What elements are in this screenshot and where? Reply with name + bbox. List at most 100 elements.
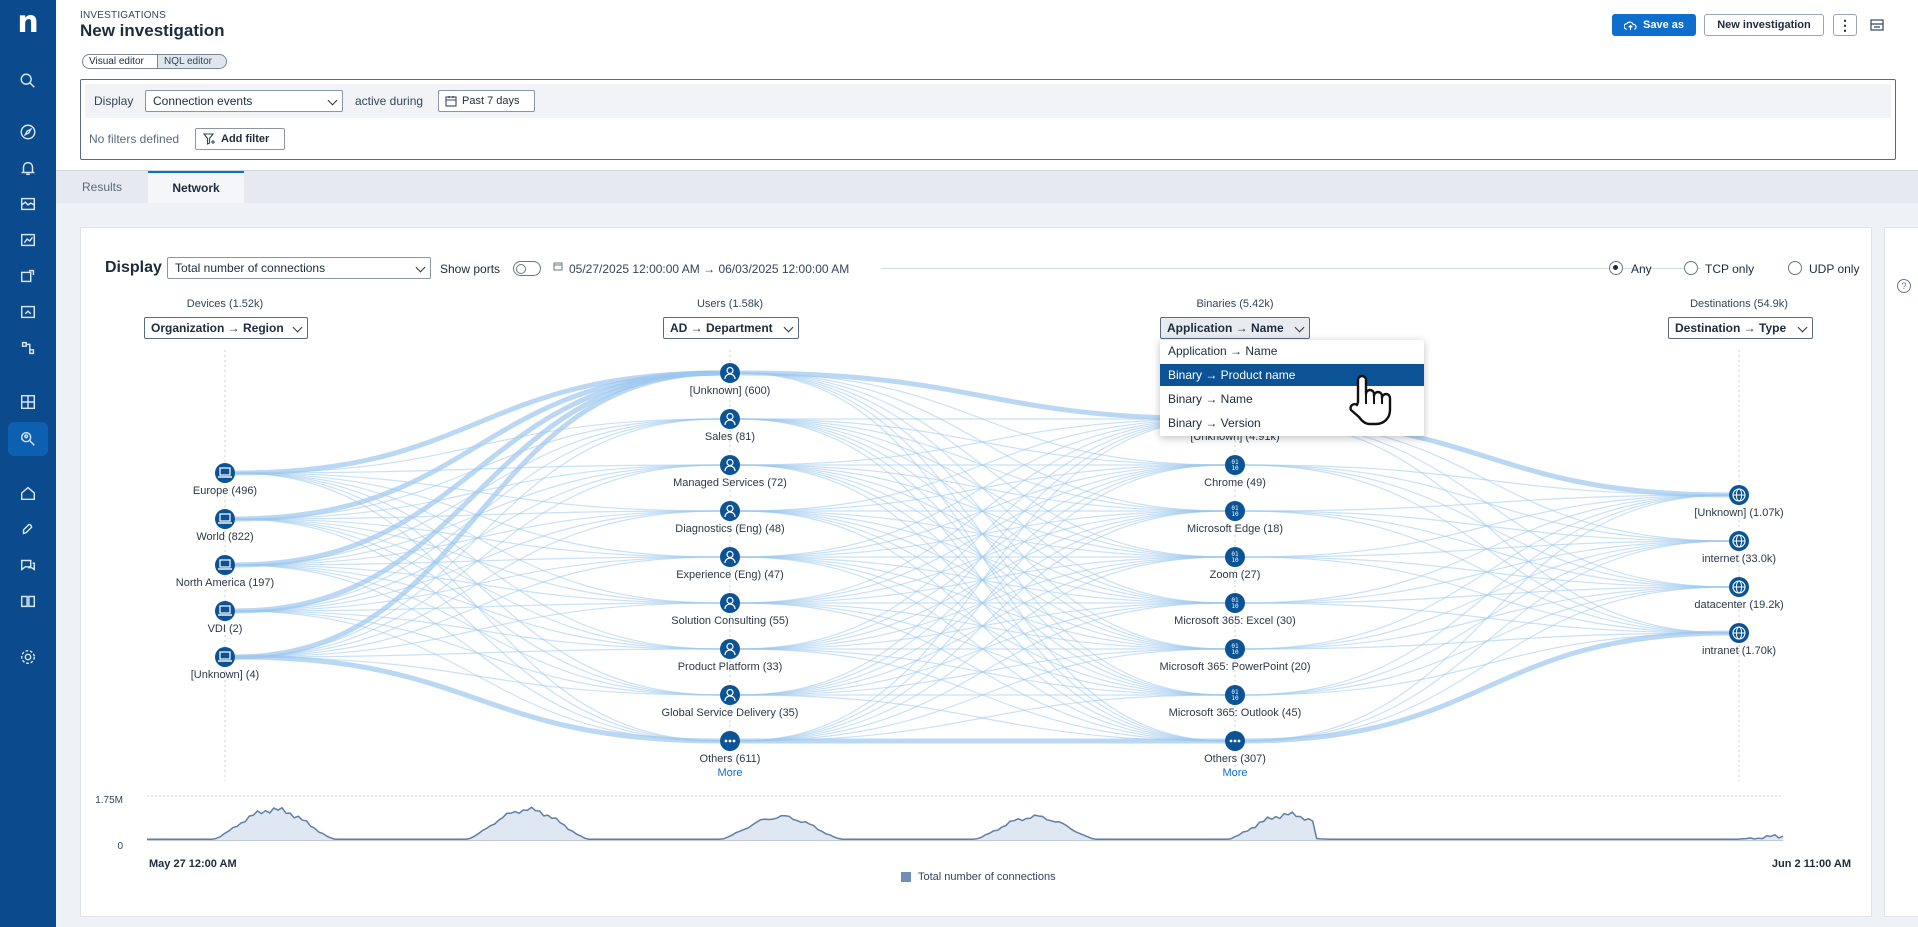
analytics-icon[interactable] [16, 228, 40, 252]
connection-flow [1244, 494, 1730, 696]
dropdown-option[interactable]: Binary → Name [1168, 392, 1253, 406]
sidebar-active-highlight [8, 422, 48, 456]
connection-flow [739, 602, 1226, 742]
user-node-icon[interactable] [720, 455, 740, 475]
home-network-icon[interactable] [16, 481, 40, 505]
book-icon[interactable] [16, 589, 40, 613]
add-filter-label: Add filter [221, 133, 270, 145]
timeline-x-start: May 27 12:00 AM [149, 858, 237, 870]
device-node-icon[interactable] [215, 601, 235, 621]
globe-node-icon[interactable] [1729, 485, 1749, 505]
breadcrumb[interactable]: INVESTIGATIONS [80, 10, 166, 21]
more-options-button[interactable]: ⋮ [1833, 14, 1857, 36]
show-ports-toggle[interactable] [513, 261, 541, 276]
users-group-value: AD → Department [670, 321, 773, 335]
event-type-select[interactable]: Connection events [145, 90, 343, 112]
timeline-y-min: 0 [117, 841, 123, 852]
svg-text:10: 10 [1231, 511, 1239, 518]
search-icon[interactable] [16, 69, 40, 93]
protocol-tcp-label: TCP only [1705, 262, 1755, 276]
devices-group-select[interactable]: Organization → Region [144, 317, 308, 339]
device-node-icon[interactable] [215, 509, 235, 529]
globe-node-icon[interactable] [1729, 623, 1749, 643]
destinations-node-label: intranet (1.70k) [1702, 645, 1776, 657]
connection-flow [739, 418, 1226, 696]
users-more-link[interactable]: More [717, 767, 743, 779]
campaigns-icon[interactable] [16, 300, 40, 324]
protocol-any-radio[interactable] [1609, 261, 1623, 275]
visual-editor-toggle[interactable]: Visual editor [82, 54, 158, 69]
page-title: New investigation [80, 21, 225, 40]
others-node-icon[interactable] [720, 731, 740, 751]
user-node-icon[interactable] [720, 363, 740, 383]
others-node-icon[interactable] [1225, 731, 1245, 751]
dropdown-option[interactable]: Binary → Version [1168, 416, 1261, 430]
time-period-button[interactable]: Past 7 days [438, 90, 535, 112]
devices-node-label: VDI (2) [207, 623, 243, 635]
new-investigation-button[interactable]: New investigation [1704, 14, 1824, 36]
binaries-node-label: Others (307) [1204, 753, 1266, 765]
destinations-group-select[interactable]: Destination → Type [1668, 317, 1813, 339]
users-node-label: Diagnostics (Eng) (48) [675, 523, 785, 535]
remote-actions-icon[interactable] [16, 264, 40, 288]
connection-flow [739, 418, 1226, 650]
tab-results[interactable]: Results [81, 180, 122, 194]
user-node-icon[interactable] [720, 593, 740, 613]
globe-node-icon[interactable] [1729, 577, 1749, 597]
dashboard-icon[interactable] [16, 192, 40, 216]
svg-text:01: 01 [1231, 689, 1239, 696]
rocket-icon[interactable] [16, 517, 40, 541]
investigations-icon[interactable] [16, 427, 40, 451]
user-node-icon[interactable] [720, 409, 740, 429]
toolbar-divider [881, 268, 1701, 269]
user-node-icon[interactable] [720, 639, 740, 659]
destinations-node-label: internet (33.0k) [1702, 553, 1776, 565]
add-filter-button[interactable]: Add filter [195, 128, 285, 150]
active-during-label: active during [355, 94, 424, 108]
workflows-icon[interactable] [16, 336, 40, 360]
settings-gear-icon[interactable] [16, 645, 40, 669]
save-as-button[interactable]: Save as [1612, 14, 1696, 36]
nql-editor-toggle[interactable]: NQL editor [157, 54, 227, 69]
user-node-icon[interactable] [720, 547, 740, 567]
binaries-node-label: Microsoft Edge (18) [1187, 523, 1283, 535]
chat-icon[interactable] [16, 553, 40, 577]
svg-text:10: 10 [1231, 695, 1239, 702]
device-node-icon[interactable] [215, 555, 235, 575]
timeline-area [147, 807, 1783, 840]
logo-icon[interactable]: n [17, 5, 39, 40]
query-display-row: Display Connection events active during … [85, 84, 1891, 118]
device-node-icon[interactable] [215, 463, 235, 483]
timeline-chart[interactable] [147, 794, 1918, 854]
users-group-select[interactable]: AD → Department [663, 317, 799, 339]
dropdown-option[interactable]: Application → Name [1168, 344, 1278, 358]
grid-icon[interactable] [16, 390, 40, 414]
connection-flow [234, 418, 721, 658]
panel-layout-button[interactable] [1865, 14, 1889, 36]
protocol-udp-radio[interactable] [1788, 261, 1802, 275]
bell-icon[interactable] [16, 156, 40, 180]
compass-icon[interactable] [16, 120, 40, 144]
binaries-more-link[interactable]: More [1222, 767, 1248, 779]
connection-flow [739, 418, 1226, 604]
tab-network[interactable]: Network [148, 171, 244, 203]
connection-flow [739, 418, 1226, 558]
timeline-y-max: 1.75M [95, 795, 123, 806]
metric-select[interactable]: Total number of connections [167, 257, 431, 279]
connection-flow [1244, 586, 1730, 742]
device-node-icon[interactable] [215, 647, 235, 667]
protocol-tcp-radio[interactable] [1684, 261, 1698, 275]
user-node-icon[interactable] [720, 501, 740, 521]
help-icon[interactable]: ? [1897, 279, 1911, 293]
binaries-group-select[interactable]: Application → Name [1160, 317, 1310, 339]
protocol-udp-label: UDP only [1809, 262, 1860, 276]
binaries-node-label: Microsoft 365: Excel (30) [1174, 615, 1296, 627]
user-node-icon[interactable] [720, 685, 740, 705]
globe-node-icon[interactable] [1729, 531, 1749, 551]
